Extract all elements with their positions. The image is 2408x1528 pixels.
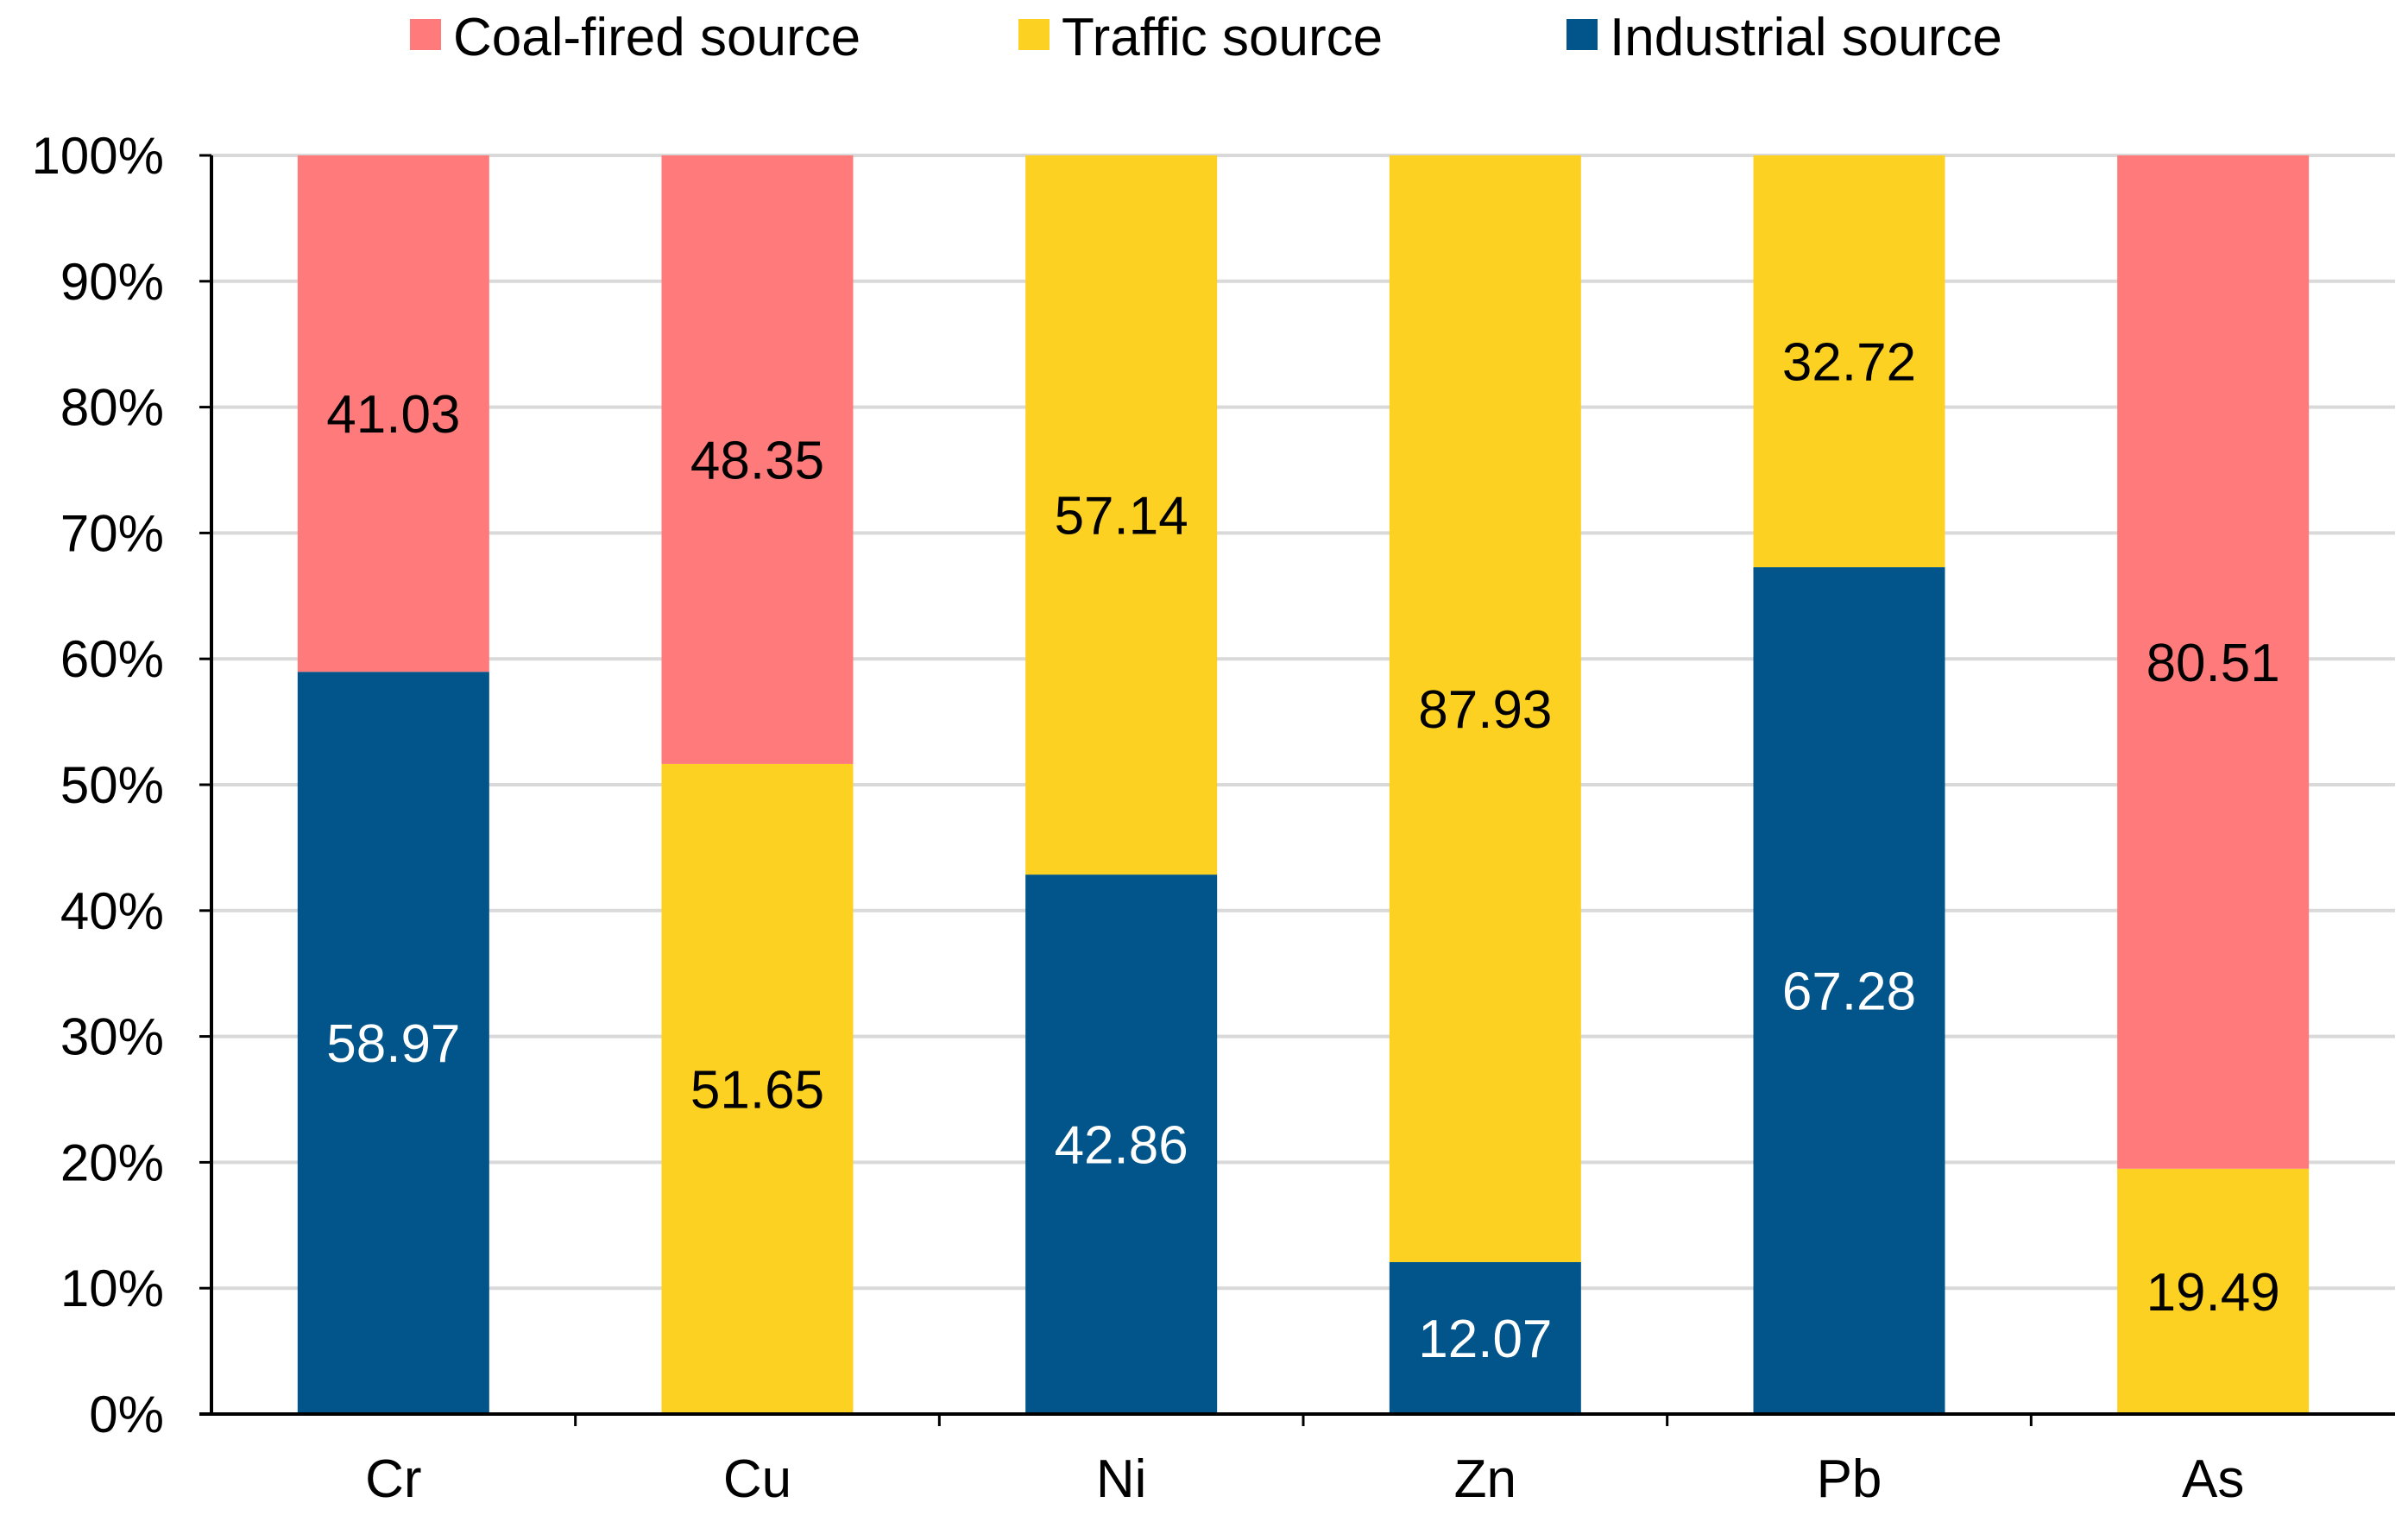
bar-segment-as-traffic-source — [2117, 1168, 2310, 1414]
legend-swatch-traffic-source — [1018, 19, 1050, 50]
data-label: 58.97 — [326, 1014, 460, 1074]
x-category-label: Ni — [1096, 1449, 1147, 1509]
y-tick-label: 40% — [60, 882, 164, 940]
y-tick-label: 0% — [89, 1386, 164, 1443]
data-label: 87.93 — [1418, 680, 1552, 740]
axes: 0% 10% 20% 30% 40% 50% 60% 70% 80% 90% 100% Cr Cu Ni Z… — [32, 127, 2395, 1509]
legend-swatch-industrial-source — [1566, 19, 1598, 50]
data-label: 80.51 — [2146, 634, 2280, 693]
data-label: 57.14 — [1055, 487, 1188, 546]
data-label: 41.03 — [326, 385, 460, 445]
bar-segment-cu-coal-fired-source — [661, 155, 854, 764]
y-tick-label: 90% — [60, 253, 164, 311]
data-label: 32.72 — [1782, 333, 1916, 393]
y-tick-label: 20% — [60, 1133, 164, 1191]
data-label: 19.49 — [2146, 1263, 2280, 1323]
gridlines — [211, 154, 2395, 1291]
y-tick-label: 80% — [60, 379, 164, 437]
data-label: 42.86 — [1055, 1116, 1188, 1176]
legend-swatch-coal-fired-source — [410, 19, 441, 50]
x-category-label: Zn — [1454, 1449, 1516, 1509]
data-label: 12.07 — [1418, 1310, 1552, 1369]
x-category-label: Pb — [1817, 1449, 1882, 1509]
y-tick-label: 60% — [60, 630, 164, 688]
x-category-label: As — [2182, 1449, 2244, 1509]
y-tick-label: 50% — [60, 756, 164, 814]
bar-segment-pb-industrial-source — [1753, 567, 1945, 1414]
bar-segment-ni-traffic-source — [1025, 155, 1218, 875]
legend-label-traffic-source: Traffic source — [1062, 8, 1383, 67]
bar-segment-ni-industrial-source — [1025, 874, 1218, 1414]
y-tick-label: 30% — [60, 1008, 164, 1066]
bar-segment-zn-industrial-source — [1389, 1262, 1581, 1414]
bar-segment-cu-traffic-source — [661, 763, 854, 1414]
legend: Coal-fired source Traffic source Industria… — [410, 8, 2002, 67]
y-tick-label: 70% — [60, 504, 164, 562]
data-label: 48.35 — [690, 431, 824, 490]
data-label: 51.65 — [690, 1060, 824, 1120]
bar-segment-as-coal-fired-source — [2117, 155, 2310, 1169]
bar-segment-cr-industrial-source — [297, 672, 489, 1414]
y-tick-label: 100% — [32, 127, 164, 185]
bar-segment-pb-traffic-source — [1753, 155, 1945, 568]
bar-segment-zn-traffic-source — [1389, 155, 1581, 1263]
x-category-label: Cr — [365, 1449, 421, 1509]
data-labels: 58.97 41.03 51.65 48.35 42.86 57.14 12.07 87.93… — [326, 333, 2279, 1369]
bar-segment-cr-coal-fired-source — [297, 155, 489, 672]
legend-label-industrial-source: Industrial source — [1610, 8, 2002, 67]
data-label: 67.28 — [1782, 963, 1916, 1022]
bars — [297, 155, 2310, 1414]
y-tick-label: 10% — [60, 1260, 164, 1317]
legend-label-coal-fired-source: Coal-fired source — [453, 8, 860, 67]
x-category-label: Cu — [723, 1449, 791, 1509]
